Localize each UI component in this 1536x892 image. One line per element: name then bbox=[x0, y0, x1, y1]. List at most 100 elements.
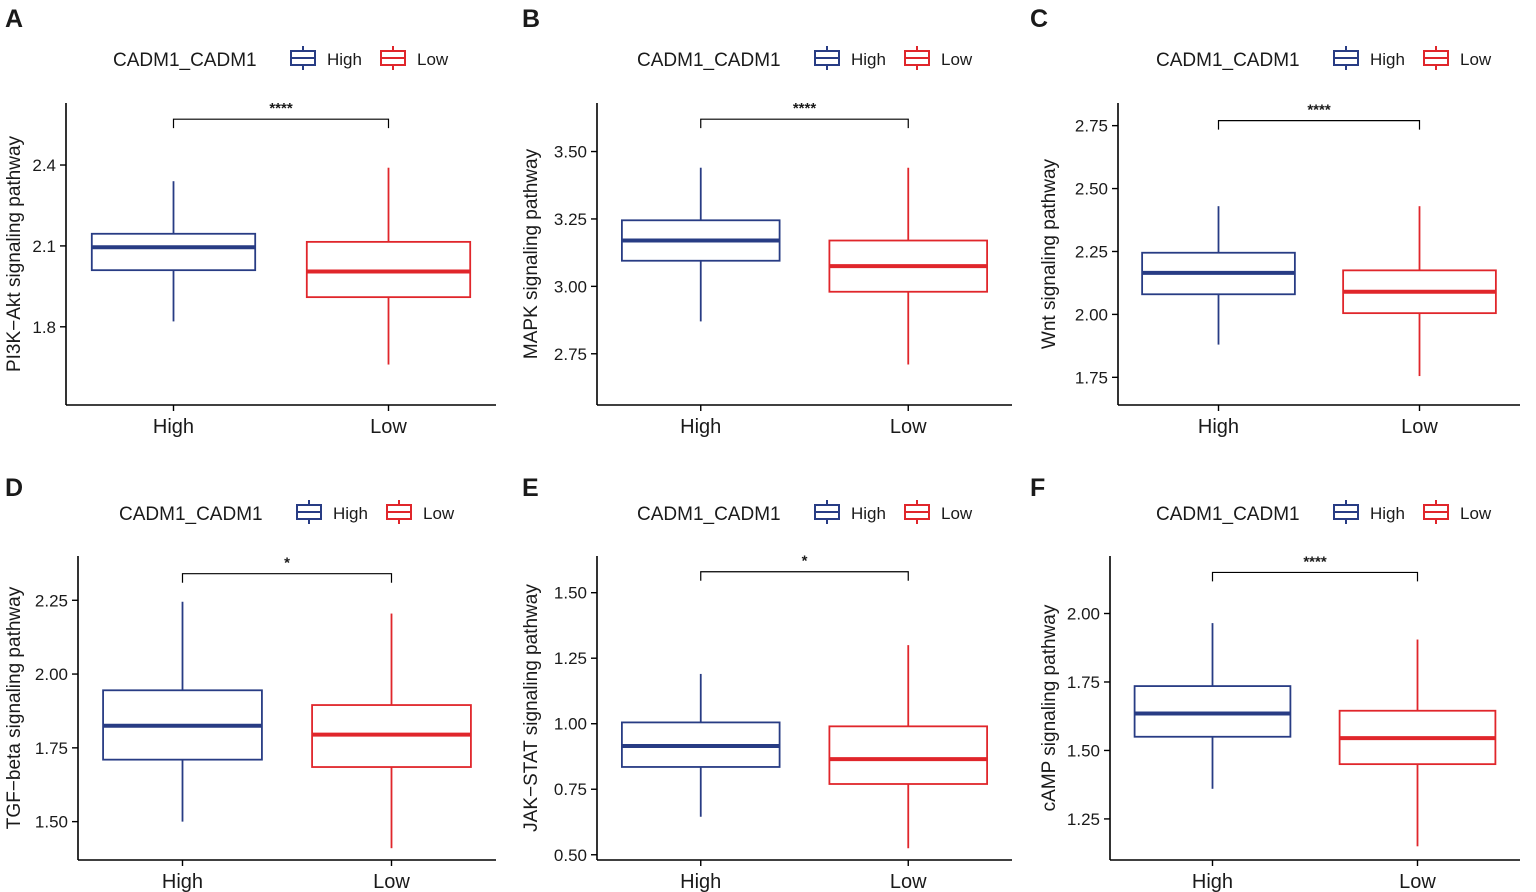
panel-label: F bbox=[1030, 474, 1045, 502]
significance-label: **** bbox=[269, 100, 293, 117]
legend-title: CADM1_CADM1 bbox=[1156, 50, 1300, 71]
box-high bbox=[102, 601, 263, 822]
legend: CADM1_CADM1 High Low bbox=[1156, 500, 1492, 525]
legend-key-high bbox=[290, 46, 316, 70]
legend-key-high bbox=[814, 500, 840, 524]
x-tick-label: Low bbox=[370, 416, 407, 438]
box-low bbox=[305, 167, 472, 365]
significance-bracket: **** bbox=[1211, 553, 1419, 582]
legend-key-high bbox=[1333, 46, 1359, 70]
x-tick-label: High bbox=[1198, 416, 1239, 438]
y-tick-label: 0.75 bbox=[554, 780, 587, 799]
legend-label-low: Low bbox=[423, 504, 455, 523]
legend-key-low bbox=[1423, 500, 1449, 524]
x-tick-label: Low bbox=[890, 871, 927, 892]
significance-bracket: **** bbox=[700, 100, 909, 129]
iqr-box bbox=[305, 240, 472, 299]
bracket-line bbox=[700, 118, 909, 129]
panel-B: B CADM1_CADM1 High Low 2.75 3.00 3.25 3.50 MAPK … bbox=[521, 5, 1012, 438]
y-tick-label: 1.50 bbox=[554, 584, 587, 603]
legend: CADM1_CADM1 High Low bbox=[637, 500, 973, 525]
y-tick-label: 2.1 bbox=[32, 237, 56, 256]
legend-key-low bbox=[380, 46, 406, 70]
y-tick-label: 3.00 bbox=[554, 277, 587, 296]
y-tick-label: 2.75 bbox=[1075, 117, 1108, 136]
legend-label-high: High bbox=[1370, 504, 1405, 523]
y-tick-label: 1.50 bbox=[35, 813, 68, 832]
panel-E: E CADM1_CADM1 High Low 0.50 0.75 1.00 1.25 1.50 J… bbox=[521, 474, 1012, 892]
y-tick-label: 1.75 bbox=[35, 739, 68, 758]
y-tick-label: 1.50 bbox=[1067, 741, 1100, 760]
y-tick-label: 2.25 bbox=[35, 591, 68, 610]
legend-label-high: High bbox=[851, 504, 886, 523]
iqr-box bbox=[1133, 685, 1292, 738]
x-tick-label: High bbox=[153, 416, 194, 438]
y-tick-label: 2.75 bbox=[554, 345, 587, 364]
y-tick-label: 2.4 bbox=[32, 156, 56, 175]
box-low bbox=[828, 645, 989, 849]
legend-title: CADM1_CADM1 bbox=[637, 50, 781, 71]
y-tick-label: 1.75 bbox=[1067, 673, 1100, 692]
significance-label: * bbox=[802, 553, 808, 570]
panel-F: F CADM1_CADM1 High Low 1.25 1.50 1.75 2.00 cAMP … bbox=[1030, 474, 1520, 892]
y-tick-label: 1.00 bbox=[554, 715, 587, 734]
box-low bbox=[828, 167, 989, 365]
box-high bbox=[90, 181, 257, 322]
bracket-line bbox=[1211, 571, 1419, 582]
y-tick-label: 2.00 bbox=[1067, 605, 1100, 624]
y-tick-label: 1.75 bbox=[1075, 368, 1108, 387]
legend-key-high bbox=[1333, 500, 1359, 524]
box-low bbox=[311, 613, 472, 849]
y-tick-label: 1.25 bbox=[1067, 810, 1100, 829]
legend-label-high: High bbox=[333, 504, 368, 523]
iqr-box bbox=[828, 725, 989, 785]
bracket-line bbox=[1217, 120, 1421, 130]
panel-label: D bbox=[5, 474, 23, 502]
y-tick-label: 3.50 bbox=[554, 143, 587, 162]
legend-label-low: Low bbox=[941, 50, 973, 69]
y-tick-label: 2.00 bbox=[35, 665, 68, 684]
box-low bbox=[1338, 639, 1497, 847]
iqr-box bbox=[90, 232, 257, 272]
y-tick-label: 0.50 bbox=[554, 846, 587, 865]
y-tick-label: 2.50 bbox=[1075, 180, 1108, 199]
x-tick-label: High bbox=[162, 871, 203, 892]
y-tick-label: 3.25 bbox=[554, 210, 587, 229]
y-axis-label: Wnt signaling pathway bbox=[1039, 158, 1060, 349]
y-axis-label: PI3K−Akt signaling pathway bbox=[4, 135, 25, 372]
y-tick-label: 2.25 bbox=[1075, 242, 1108, 261]
box-low bbox=[1342, 206, 1497, 377]
y-axis-label: MAPK signaling pathway bbox=[521, 148, 542, 359]
legend-key-high bbox=[296, 500, 322, 524]
y-axis-label: cAMP signaling pathway bbox=[1039, 604, 1060, 811]
panel-label: A bbox=[5, 5, 23, 33]
x-tick-label: Low bbox=[1401, 416, 1438, 438]
legend-label-low: Low bbox=[1460, 504, 1492, 523]
bracket-line bbox=[700, 571, 909, 581]
y-tick-label: 1.8 bbox=[32, 318, 56, 337]
legend-title: CADM1_CADM1 bbox=[113, 50, 257, 71]
significance-label: * bbox=[284, 555, 290, 572]
legend-key-high bbox=[814, 46, 840, 70]
legend-label-low: Low bbox=[1460, 50, 1492, 69]
significance-label: **** bbox=[1307, 102, 1331, 119]
panel-label: B bbox=[522, 5, 540, 33]
x-tick-label: Low bbox=[1399, 871, 1436, 892]
panel-label: C bbox=[1030, 5, 1048, 33]
y-tick-label: 1.25 bbox=[554, 649, 587, 668]
significance-label: **** bbox=[793, 100, 817, 117]
legend-key-low bbox=[904, 500, 930, 524]
x-tick-label: High bbox=[680, 871, 721, 892]
legend: CADM1_CADM1 High Low bbox=[637, 46, 973, 71]
x-tick-label: High bbox=[1192, 871, 1233, 892]
box-high bbox=[1141, 206, 1296, 345]
legend: CADM1_CADM1 High Low bbox=[113, 46, 449, 71]
legend-label-high: High bbox=[1370, 50, 1405, 69]
legend-label-high: High bbox=[851, 50, 886, 69]
legend-label-high: High bbox=[327, 50, 362, 69]
legend-label-low: Low bbox=[941, 504, 973, 523]
box-high bbox=[621, 673, 781, 817]
significance-bracket: **** bbox=[172, 100, 390, 129]
bracket-line bbox=[181, 573, 393, 583]
